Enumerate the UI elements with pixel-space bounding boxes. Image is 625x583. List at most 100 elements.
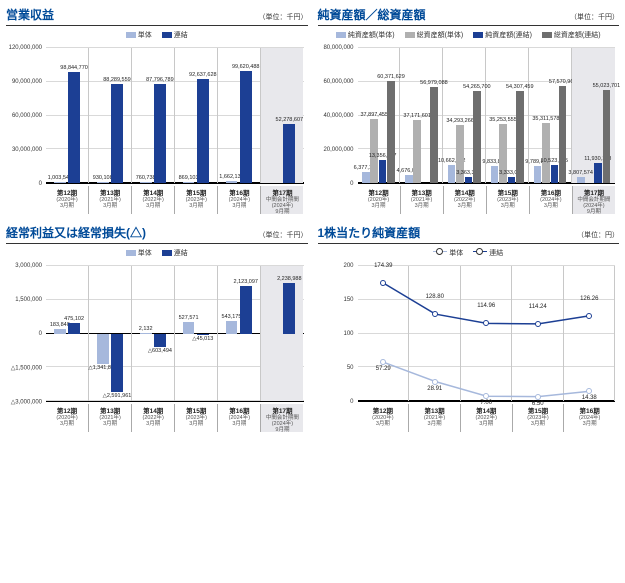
x-category: 第13期(2021年) 3月期 [89, 404, 132, 432]
x-category: 第14期(2022年) 3月期 [444, 186, 487, 214]
y-tick-label: 120,000,000 [4, 45, 42, 51]
x-slot: 2,238,988 [261, 266, 304, 401]
x-category: 第17期中間会計期間 (2024年) 9月期 [261, 404, 303, 432]
y-axis: 030,000,00060,000,00090,000,000120,000,0… [6, 48, 44, 184]
line-point [586, 388, 592, 394]
plot-area: 57.2928.917.006.5014.38174.39128.80114.9… [358, 266, 616, 402]
bar: 543,175 [226, 321, 238, 333]
x-category: 第13期(2021年) 3月期 [401, 186, 444, 214]
bar-label: 543,175 [222, 314, 242, 320]
bar: 52,278,607 [283, 124, 295, 183]
x-slot: 52,278,607 [261, 48, 304, 183]
x-slot: 183,840475,102 [46, 266, 89, 401]
y-tick-label: 90,000,000 [4, 79, 42, 85]
bar-label: 2,238,988 [277, 276, 301, 282]
panel-title: 純資産額／総資産額 [318, 6, 426, 23]
y-tick-label: 20,000,000 [316, 147, 354, 153]
y-axis: 050100150200 [318, 266, 356, 402]
bar-label: 99,620,488 [232, 64, 260, 70]
chart-panel: 純資産額／総資産額（単位：千円） 純資産額(単体)総資産額(単体)純資産額(連結… [318, 6, 620, 214]
legend-item: 純資産額(単体) [336, 30, 395, 40]
bar: 869,103 [183, 182, 195, 183]
bar-label: 183,840 [50, 322, 70, 328]
bar: 1,662,138 [226, 181, 238, 183]
bar: △2,591,961 [111, 334, 123, 392]
line-point [380, 359, 386, 365]
y-axis: △3,000,000△1,500,00001,500,0003,000,000 [6, 266, 44, 402]
bar: △603,494 [154, 334, 166, 348]
x-category: 第14期(2022年) 3月期 [132, 186, 175, 214]
y-tick-label: 0 [316, 399, 354, 405]
legend: 純資産額(単体)総資産額(単体)純資産額(連結)総資産額(連結) [318, 30, 620, 40]
x-category: 第15期(2023年) 3月期 [175, 186, 218, 214]
y-tick-label: △1,500,000 [4, 365, 42, 372]
bar-label: 35,311,578 [532, 116, 559, 122]
x-axis: 第12期(2020年) 3月期第13期(2021年) 3月期第14期(2022年… [358, 186, 616, 214]
panel-title: 営業収益 [6, 6, 54, 23]
bar: 183,840 [54, 329, 66, 333]
x-axis: 第12期(2020年) 3月期第13期(2021年) 3月期第14期(2022年… [46, 186, 304, 214]
x-category: 第13期(2021年) 3月期 [409, 404, 461, 432]
bar-label: △2,591,961 [103, 393, 132, 399]
y-tick-label: 100 [316, 331, 354, 337]
x-slot: △1,341,863△2,591,961 [89, 266, 132, 401]
bar: 37,171,601 [413, 120, 421, 183]
point-label: 174.39 [374, 263, 392, 269]
bar: 60,371,629 [387, 81, 395, 183]
legend-item: 単体 [433, 248, 463, 258]
bar: 3,807,574 [577, 177, 585, 183]
bar: 760,738 [140, 182, 152, 183]
x-category: 第15期(2023年) 3月期 [175, 404, 218, 432]
bar: 57,570,962 [559, 86, 567, 183]
bar: △1,341,863 [97, 334, 109, 364]
line-point [380, 280, 386, 286]
point-label: 14.38 [582, 395, 597, 401]
point-label: 114.96 [477, 303, 495, 309]
bar: 35,311,578 [542, 123, 550, 183]
x-slot: 543,1752,123,097 [218, 266, 261, 401]
legend-item: 連結 [162, 30, 188, 40]
legend: 単体連結 [6, 30, 308, 40]
bar: 475,102 [68, 323, 80, 334]
bar: 1,003,548 [54, 182, 66, 183]
bar: 527,571 [183, 322, 195, 334]
y-tick-label: 3,000,000 [4, 263, 42, 269]
line-point [432, 311, 438, 317]
y-tick-label: 0 [4, 331, 42, 337]
bar: 54,307,459 [516, 91, 524, 183]
bar-label: 869,103 [179, 175, 199, 181]
bar: 4,676,079 [405, 175, 413, 183]
bar: 2,238,988 [283, 283, 295, 333]
bar: 2,123,097 [240, 286, 252, 334]
legend-item: 単体 [126, 248, 152, 258]
bar-label: 34,293,266 [446, 118, 474, 124]
point-label: 126.26 [580, 296, 598, 302]
x-category: 第16期(2024年) 3月期 [530, 186, 573, 214]
bar: 11,930,148 [594, 163, 602, 183]
x-category: 第14期(2022年) 3月期 [461, 404, 513, 432]
x-category: 第17期中間会計期間 (2024年) 9月期 [261, 186, 303, 214]
line-point [483, 320, 489, 326]
y-tick-label: 150 [316, 297, 354, 303]
x-slot: 760,73887,796,789 [132, 48, 175, 183]
bar: 9,789,808 [534, 166, 542, 183]
x-slot: 527,571△45,013 [175, 266, 218, 401]
y-tick-label: 80,000,000 [316, 45, 354, 51]
x-slot: 930,10888,289,559 [89, 48, 132, 183]
point-label: 28.91 [427, 386, 442, 392]
y-tick-label: 40,000,000 [316, 113, 354, 119]
y-tick-label: 200 [316, 263, 354, 269]
bar-label: 52,278,607 [276, 117, 304, 123]
bar-label: 2,132 [139, 326, 153, 332]
bar: 87,796,789 [154, 84, 166, 183]
x-slot: 6,377,16237,897,45513,356,83760,371,629 [358, 48, 401, 183]
unit-label: （単位：千円） [259, 230, 308, 240]
y-tick-label: 60,000,000 [4, 113, 42, 119]
legend-item: 連結 [473, 248, 503, 258]
x-category: 第13期(2021年) 3月期 [89, 186, 132, 214]
y-tick-label: 0 [4, 181, 42, 187]
chart-area: 030,000,00060,000,00090,000,000120,000,0… [6, 44, 308, 214]
line-point [586, 313, 592, 319]
x-slot: 3,807,57411,930,14855,023,701 [572, 48, 615, 183]
bar: 3,363,331 [465, 177, 473, 183]
